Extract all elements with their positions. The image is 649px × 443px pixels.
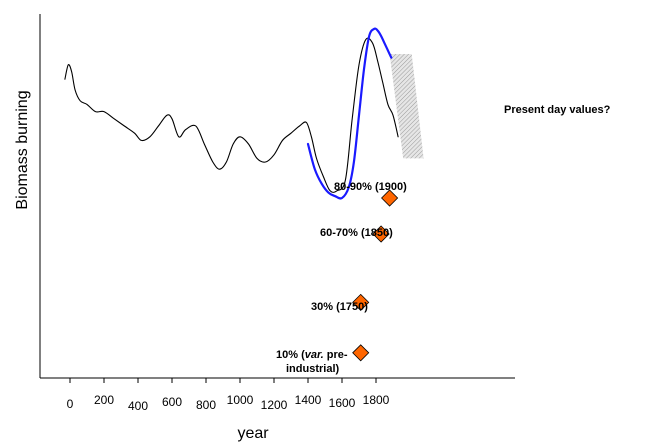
x-tick-label: 1000: [227, 393, 254, 407]
x-tick-label: 200: [94, 393, 114, 407]
series-line-blue: [306, 27, 393, 200]
x-tick-label: 1200: [261, 398, 288, 412]
axes: [39, 14, 515, 379]
annotation-present-day: Present day values?: [504, 104, 611, 116]
x-tick-label: 0: [67, 397, 74, 411]
x-tick-label: 400: [128, 399, 148, 413]
series-line-black: [64, 37, 399, 193]
shaded-region-layer: [389, 54, 424, 159]
x-tick-label: 800: [196, 398, 216, 412]
x-axis-title: year: [237, 425, 269, 442]
x-tick-label: 1600: [329, 396, 356, 410]
data-point-diamond: [372, 225, 390, 243]
present-day-shaded-region: [389, 54, 424, 159]
data-point-label: 30% (1750): [311, 301, 368, 313]
series-lines: [64, 27, 399, 200]
x-tick-label: 1800: [363, 393, 390, 407]
data-point-label: 60-70% (1850): [320, 227, 393, 239]
y-axis-title: Biomass burning: [14, 90, 31, 209]
data-points: 80-90% (1900) 60-70% (1850) 30% (1750) 10% …: [276, 181, 407, 375]
x-ticks: 0 200 400 600 800 1000 1200 1400 1600 1800: [67, 378, 390, 413]
data-point-label: 80-90% (1900): [334, 181, 407, 193]
x-tick-label: 1400: [295, 393, 322, 407]
data-point-diamond: [352, 293, 370, 311]
data-point-label: 10% (var. pre-: [276, 349, 348, 361]
data-point-diamond: [352, 344, 370, 362]
data-point-label-line2: industrial): [286, 363, 340, 375]
data-point-diamond: [381, 189, 399, 207]
x-tick-label: 600: [162, 395, 182, 409]
